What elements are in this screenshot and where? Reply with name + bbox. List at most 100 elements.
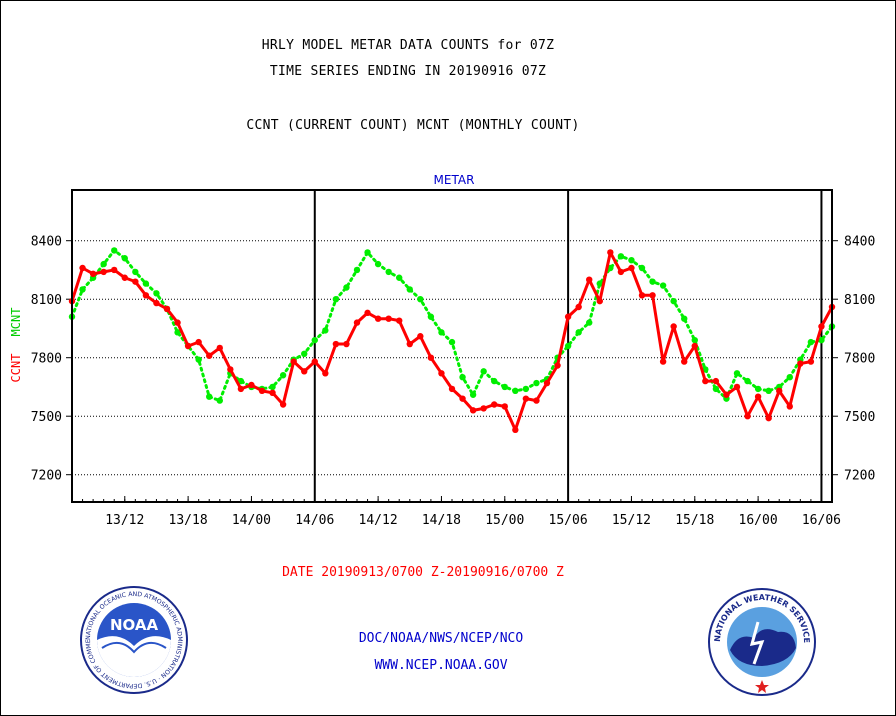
data-point-ccnt <box>206 352 213 359</box>
x-tick-label: 16/00 <box>739 513 778 528</box>
data-point-mcnt <box>100 260 107 268</box>
data-point-ccnt <box>248 381 255 389</box>
data-point-ccnt <box>269 389 276 396</box>
data-point-mcnt <box>311 336 318 344</box>
data-point-ccnt <box>332 340 340 348</box>
data-point-mcnt <box>638 264 646 272</box>
data-point-ccnt <box>702 377 709 385</box>
data-point-mcnt <box>733 370 741 377</box>
data-point-ccnt <box>681 358 688 365</box>
data-point-mcnt <box>659 282 667 289</box>
data-point-ccnt <box>564 313 572 320</box>
data-point-mcnt <box>649 278 656 285</box>
nws-logo-icon: NATIONAL WEATHER SERVICE <box>708 588 816 696</box>
data-point-ccnt <box>480 405 487 412</box>
data-point-mcnt <box>195 356 202 363</box>
y-tick-label-right: 8100 <box>844 293 875 308</box>
data-point-mcnt <box>807 338 815 346</box>
data-point-ccnt <box>512 426 519 434</box>
data-point-ccnt <box>607 249 614 256</box>
data-point-ccnt <box>79 264 86 272</box>
data-point-ccnt <box>670 323 677 330</box>
data-point-ccnt <box>448 385 456 393</box>
data-point-mcnt <box>459 374 466 381</box>
data-point-mcnt <box>469 391 477 398</box>
data-point-mcnt <box>142 280 150 287</box>
data-point-ccnt <box>258 387 266 395</box>
data-point-mcnt <box>480 368 487 375</box>
data-point-mcnt <box>332 296 340 303</box>
data-point-ccnt <box>533 397 540 404</box>
data-point-ccnt <box>184 342 192 350</box>
plot-border <box>71 189 833 503</box>
data-point-ccnt <box>522 395 530 402</box>
data-point-ccnt <box>469 407 477 414</box>
data-point-ccnt <box>744 413 751 420</box>
data-point-ccnt <box>754 393 762 400</box>
data-point-ccnt <box>586 276 593 283</box>
data-point-ccnt <box>712 377 720 385</box>
series-line-mcnt <box>70 248 834 403</box>
data-point-ccnt <box>121 274 128 281</box>
data-point-mcnt <box>269 383 276 391</box>
x-tick-label: 14/12 <box>359 513 398 528</box>
data-point-ccnt <box>163 305 171 313</box>
data-point-mcnt <box>670 297 677 305</box>
data-point-ccnt <box>111 266 118 274</box>
data-point-ccnt <box>142 292 150 299</box>
data-point-mcnt <box>79 286 86 293</box>
metar-chart: 7200 7200 7500 7500 7800 7800 8100 8100 8400 8400… <box>9 173 876 528</box>
data-point-mcnt <box>111 247 118 254</box>
data-point-ccnt <box>216 344 223 352</box>
data-point-ccnt <box>628 264 635 272</box>
data-point-mcnt <box>564 342 572 350</box>
data-point-ccnt <box>417 333 424 340</box>
data-point-mcnt <box>575 329 582 336</box>
grid <box>66 240 838 502</box>
data-point-ccnt <box>691 342 698 350</box>
data-point-mcnt <box>818 336 825 344</box>
data-point-ccnt <box>364 309 371 317</box>
data-point-mcnt <box>322 327 329 334</box>
data-point-ccnt <box>575 303 582 311</box>
data-point-mcnt <box>237 377 245 385</box>
axis-labels: 7200 7200 7500 7500 7800 7800 8100 8100 8400 8400… <box>31 235 876 528</box>
data-point-mcnt <box>448 338 456 346</box>
data-point-ccnt <box>554 362 561 369</box>
data-point-mcnt <box>406 286 413 293</box>
data-point-ccnt <box>311 358 318 365</box>
y-tick-label-left: 7500 <box>31 410 62 425</box>
panel-title: METAR <box>434 173 475 187</box>
x-tick-label: 14/00 <box>232 513 271 528</box>
data-point-ccnt <box>776 387 783 395</box>
data-point-ccnt <box>322 370 329 377</box>
data-point-mcnt <box>343 284 350 291</box>
data-point-mcnt <box>786 374 793 381</box>
data-point-ccnt <box>353 319 361 326</box>
data-point-mcnt <box>353 266 361 274</box>
data-point-mcnt <box>754 385 762 393</box>
date-range-label: DATE 20190913/0700 Z-20190916/0700 Z <box>282 565 564 580</box>
data-point-mcnt <box>712 385 720 393</box>
y-tick-label-left: 7200 <box>31 469 62 484</box>
data-point-ccnt <box>174 319 181 326</box>
data-point-mcnt <box>153 290 160 297</box>
data-point-mcnt <box>744 377 751 385</box>
ylabel-ccnt: CCNT <box>9 354 23 383</box>
y-tick-label-right: 7200 <box>844 469 875 484</box>
data-point-ccnt <box>301 368 308 375</box>
data-point-ccnt <box>427 354 435 361</box>
data-point-ccnt <box>100 268 107 276</box>
data-point-ccnt <box>818 323 825 330</box>
data-point-mcnt <box>438 329 445 336</box>
y-tick-label-left: 8100 <box>31 293 62 308</box>
website-link[interactable]: WWW.NCEP.NOAA.GOV <box>374 658 508 673</box>
data-point-ccnt <box>195 338 202 346</box>
data-point-mcnt <box>628 257 635 264</box>
chart-title-line2: TIME SERIES ENDING IN 20190916 07Z <box>269 64 547 79</box>
x-tick-label: 15/12 <box>612 513 651 528</box>
y-tick-label-right: 7500 <box>844 410 875 425</box>
data-point-mcnt <box>596 280 603 287</box>
data-point-ccnt <box>279 401 287 408</box>
data-point-ccnt <box>374 315 382 322</box>
